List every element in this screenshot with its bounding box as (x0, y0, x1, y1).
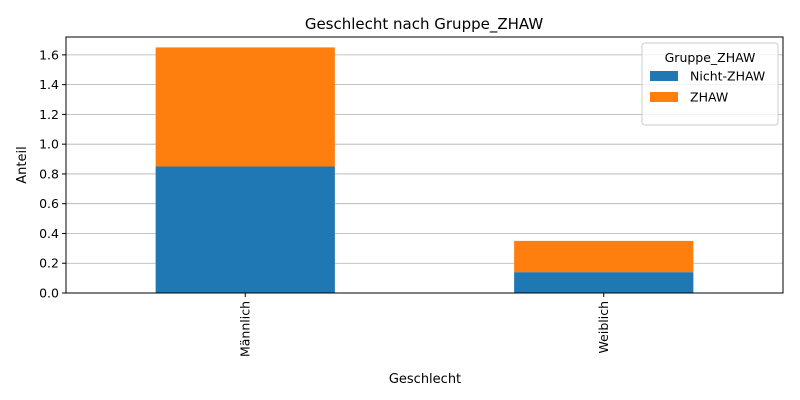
bar-segment (514, 240, 694, 273)
y-tick-label: 1.0 (39, 137, 59, 152)
x-tick-label: Männlich (237, 301, 252, 357)
y-axis-ticks: 0.0 0.2 0.4 0.6 0.8 1.0 1.2 1.4 1.6 (39, 47, 66, 301)
legend-title: Gruppe_ZHAW (665, 50, 756, 65)
y-tick-label: 0.0 (39, 286, 59, 301)
x-tick-label: Weiblich (596, 301, 611, 353)
bar-segment (514, 272, 694, 293)
y-tick-label: 0.8 (39, 166, 59, 181)
x-axis-ticks: Männlich Weiblich (237, 293, 611, 357)
y-axis-label: Anteil (15, 146, 30, 183)
y-tick-label: 1.4 (39, 77, 59, 92)
legend-swatch (650, 92, 678, 102)
chart-title: Geschlecht nach Gruppe_ZHAW (305, 15, 544, 34)
y-tick-label: 1.6 (39, 47, 59, 62)
legend-box (641, 42, 779, 126)
legend-label: ZHAW (690, 90, 728, 105)
bars (155, 47, 694, 293)
bar-segment (155, 166, 335, 293)
y-tick-label: 0.6 (39, 196, 59, 211)
y-tick-label: 0.4 (39, 226, 59, 241)
y-tick-label: 1.2 (39, 107, 59, 122)
x-axis-label: Geschlecht (389, 372, 461, 387)
bar-segment (155, 47, 335, 167)
plot-frame (65, 36, 784, 294)
y-tick-label: 0.2 (39, 256, 59, 271)
legend-swatch (650, 71, 678, 81)
legend: Gruppe_ZHAW Nicht-ZHAW ZHAW (641, 42, 779, 126)
legend-items: Nicht-ZHAW ZHAW (650, 69, 765, 105)
legend-label: Nicht-ZHAW (690, 69, 765, 84)
